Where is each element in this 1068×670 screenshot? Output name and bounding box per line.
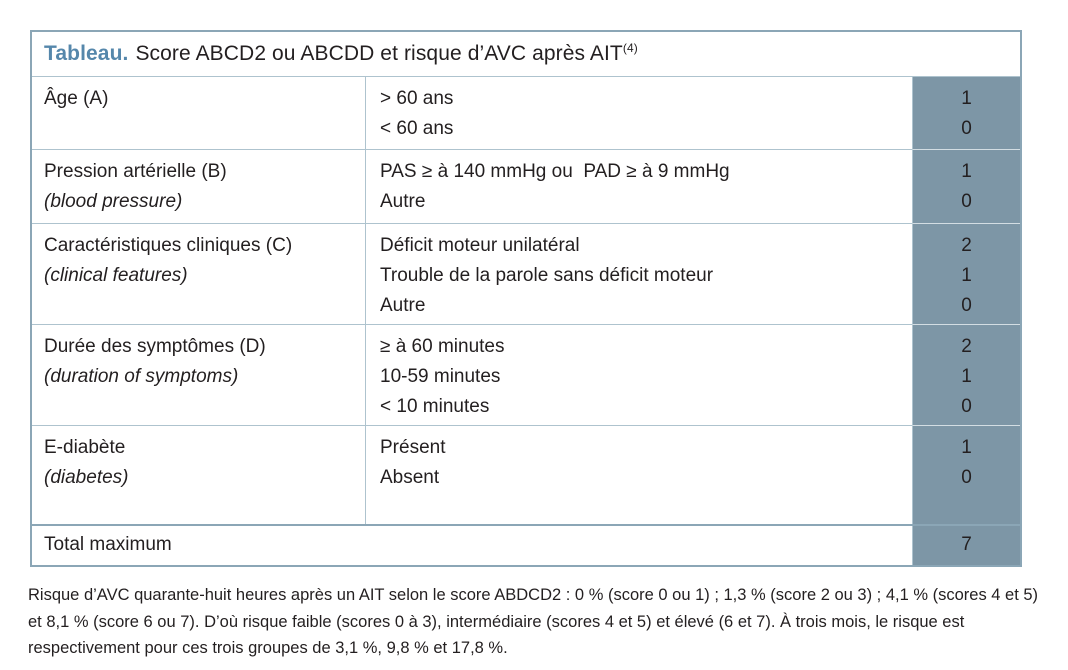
option-label: Absent <box>380 467 440 488</box>
option-label: Présent <box>380 437 446 458</box>
option-label: < 60 ans <box>380 118 454 139</box>
score-value: 0 <box>961 396 972 417</box>
score-value: 2 <box>961 235 972 256</box>
category-label: Caractéristiques cliniques (C) <box>44 235 293 256</box>
score-value: 1 <box>961 265 972 286</box>
category-label: Âge (A) <box>44 88 109 109</box>
table-title-label: Tableau. <box>44 42 129 65</box>
score-cell: 2 1 0 <box>912 224 1020 325</box>
category-cell: E-diabète (diabetes) <box>32 426 365 524</box>
score-value: 0 <box>961 191 972 212</box>
table-row-diabetes: E-diabète (diabetes) Présent Absent 1 0 <box>32 426 1020 524</box>
total-label: Total maximum <box>44 534 172 555</box>
option-label: < 10 minutes <box>380 396 490 417</box>
category-translation: (duration of symptoms) <box>44 366 239 387</box>
option-label: 10-59 minutes <box>380 366 501 387</box>
option-label: > 60 ans <box>380 88 454 109</box>
score-value: 1 <box>961 88 972 109</box>
total-score-value: 7 <box>912 526 1020 565</box>
category-cell: Durée des symptômes (D) (duration of sym… <box>32 325 365 426</box>
score-value: 1 <box>961 161 972 182</box>
table-row-total: Total maximum 7 <box>32 524 1020 565</box>
option-label: Autre <box>380 295 426 316</box>
score-cell: 2 1 0 <box>912 325 1020 426</box>
category-translation: (blood pressure) <box>44 191 183 212</box>
table-row-clinical-features: Caractéristiques cliniques (C) (clinical… <box>32 224 1020 325</box>
table-footnote: Risque d’AVC quarante-huit heures après … <box>28 586 1039 658</box>
table-row-symptom-duration: Durée des symptômes (D) (duration of sym… <box>32 325 1020 426</box>
option-label: PAS ≥ à 140 mmHg ou PAD ≥ à 9 mmHg <box>380 161 730 182</box>
score-value: 0 <box>961 118 972 139</box>
table-title-text: Score ABCD2 ou ABCDD et risque d’AVC apr… <box>135 42 637 66</box>
table-title-main: Score ABCD2 ou ABCDD et risque d’AVC apr… <box>135 42 623 65</box>
score-value: 1 <box>961 437 972 458</box>
options-cell: ≥ à 60 minutes 10-59 minutes < 10 minute… <box>365 325 912 426</box>
table-title-reference: (4) <box>622 41 638 55</box>
options-cell: Déficit moteur unilatéral Trouble de la … <box>365 224 912 325</box>
category-cell: Âge (A) <box>32 77 365 150</box>
options-cell: Présent Absent <box>365 426 912 524</box>
abcd2-score-table: Tableau. Score ABCD2 ou ABCDD et risque … <box>30 30 1022 567</box>
category-label: E-diabète <box>44 437 126 458</box>
category-label: Pression artérielle (B) <box>44 161 227 182</box>
option-label: Trouble de la parole sans déficit moteur <box>380 265 714 286</box>
options-cell: > 60 ans < 60 ans <box>365 77 912 150</box>
category-cell: Pression artérielle (B) (blood pressure) <box>32 150 365 224</box>
category-translation: (clinical features) <box>44 265 188 286</box>
score-value: 1 <box>961 366 972 387</box>
score-cell: 1 0 <box>912 150 1020 224</box>
category-label: Durée des symptômes (D) <box>44 336 266 357</box>
category-cell: Caractéristiques cliniques (C) (clinical… <box>32 224 365 325</box>
score-value: 0 <box>961 295 972 316</box>
score-value: 0 <box>961 467 972 488</box>
option-label: ≥ à 60 minutes <box>380 336 505 357</box>
table-row-blood-pressure: Pression artérielle (B) (blood pressure)… <box>32 150 1020 224</box>
table-title: Tableau. Score ABCD2 ou ABCDD et risque … <box>32 32 1020 77</box>
option-label: Autre <box>380 191 426 212</box>
category-translation: (diabetes) <box>44 467 129 488</box>
options-cell: PAS ≥ à 140 mmHg ou PAD ≥ à 9 mmHg Autre <box>365 150 912 224</box>
score-cell: 1 0 <box>912 426 1020 524</box>
score-cell: 1 0 <box>912 77 1020 150</box>
option-label: Déficit moteur unilatéral <box>380 235 580 256</box>
table-row-age: Âge (A) > 60 ans < 60 ans 1 0 <box>32 77 1020 150</box>
score-value: 2 <box>961 336 972 357</box>
